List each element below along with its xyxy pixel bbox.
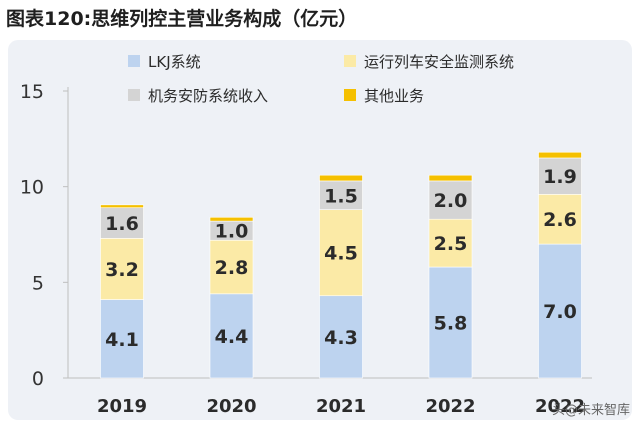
bar-segment <box>209 216 254 222</box>
y-tick-label: 10 <box>20 177 44 199</box>
bar-segment <box>319 209 363 297</box>
legend-swatch <box>344 89 356 101</box>
y-tick-label: 0 <box>32 368 44 390</box>
bar-segment <box>100 207 144 239</box>
legend-swatch <box>128 89 140 101</box>
legend-label: 运行列车安全监测系统 <box>364 53 514 71</box>
data-label: 3.2 <box>105 259 139 281</box>
chart-title: 图表120:思维列控主营业务构成（亿元） <box>6 8 358 30</box>
legend-label: LKJ系统 <box>148 53 201 71</box>
bar-segment <box>428 180 473 220</box>
bar-segment <box>100 299 144 379</box>
y-tick-label: 15 <box>20 81 44 103</box>
bar-segment <box>538 194 582 245</box>
bar-segment <box>319 295 363 379</box>
data-label: 4.1 <box>105 329 139 351</box>
x-tick-label: 2022 <box>425 396 475 417</box>
legend-label: 其他业务 <box>364 87 424 105</box>
data-label: 1.6 <box>105 213 139 235</box>
data-label: 4.4 <box>215 326 249 348</box>
bar-segment <box>538 157 582 195</box>
data-label: 1.9 <box>543 166 577 188</box>
data-label: 1.0 <box>215 221 249 243</box>
bar-segment <box>209 293 254 379</box>
legend-swatch <box>128 55 140 67</box>
legend-swatch <box>344 55 356 67</box>
bar-segment <box>428 266 473 379</box>
data-label: 4.3 <box>324 327 358 349</box>
bar-segment <box>538 151 582 159</box>
data-label: 2.5 <box>434 233 468 255</box>
legend-label: 机务安防系统收入 <box>148 87 268 105</box>
x-tick-label: 2019 <box>97 396 147 417</box>
data-label: 1.5 <box>324 185 358 207</box>
bar-segment <box>538 243 582 379</box>
bar-segment <box>319 174 363 182</box>
bar-segment <box>100 204 144 209</box>
data-label: 4.5 <box>324 243 358 265</box>
bar-segment <box>319 180 363 210</box>
bar-segment <box>100 238 144 300</box>
data-label: 7.0 <box>543 301 577 323</box>
data-label: 2.8 <box>215 257 249 279</box>
data-label: 2.0 <box>434 190 468 212</box>
bar-segment <box>209 239 254 295</box>
bar-segment <box>428 218 473 268</box>
data-label: 5.8 <box>434 313 468 335</box>
watermark: 头@未来智库 <box>551 403 630 418</box>
x-tick-label: 2021 <box>316 396 366 417</box>
data-label: 2.6 <box>543 209 577 231</box>
bar-segment <box>428 174 473 182</box>
x-tick-label: 2020 <box>206 396 256 417</box>
y-tick-label: 5 <box>32 272 44 294</box>
x-tick-label: 2022 <box>535 396 585 417</box>
